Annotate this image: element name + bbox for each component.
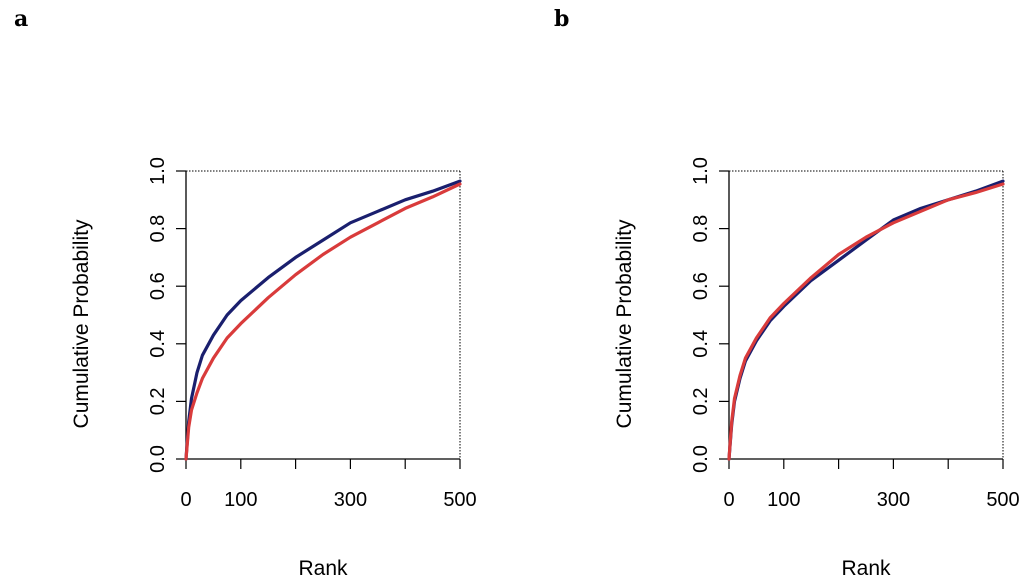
y-tick-label: 0.6: [147, 272, 169, 300]
y-axis-title: Cumulative Probability: [70, 219, 93, 428]
x-tick-label: 300: [334, 489, 367, 511]
y-tick-label: 0.0: [147, 445, 169, 473]
x-tick-label: 0: [180, 489, 191, 511]
x-tick-label: 500: [986, 489, 1019, 511]
y-tick-label: 1.0: [147, 157, 169, 185]
y-tick-label: 0.6: [690, 272, 712, 300]
y-tick-label: 0.8: [690, 215, 712, 243]
chart-panel-b: 0 100 300 500 0.0 0.2 0.4 0.6 0.8 1.0 Rank Cumulati…: [613, 157, 1020, 580]
x-axis-title: Rank: [841, 557, 891, 580]
series-line-0: [184, 179, 462, 461]
series-line-1: [184, 182, 462, 461]
y-tick-label: 0.4: [690, 330, 712, 358]
series-line-1: [727, 182, 1005, 461]
y-tick-label: 1.0: [690, 157, 712, 185]
x-tick-label: 0: [723, 489, 734, 511]
y-tick-label: 0.0: [690, 445, 712, 473]
x-tick-label: 500: [443, 489, 476, 511]
x-axis-title: Rank: [298, 557, 348, 580]
y-tick-label: 0.2: [147, 387, 169, 415]
chart-panel-a: 0 100 300 500 0.0 0.2 0.4 0.6 0.8 1.0 Rank Cumulati…: [70, 157, 477, 580]
y-axis-title: Cumulative Probability: [613, 219, 636, 428]
x-tick-label: 100: [767, 489, 800, 511]
y-tick-label: 0.2: [690, 387, 712, 415]
y-tick-label: 0.8: [147, 215, 169, 243]
y-tick-label: 0.4: [147, 330, 169, 358]
x-tick-label: 300: [877, 489, 910, 511]
x-tick-label: 100: [224, 489, 257, 511]
panel-letter-b: b: [554, 6, 570, 32]
panel-letter-a: a: [14, 6, 29, 32]
